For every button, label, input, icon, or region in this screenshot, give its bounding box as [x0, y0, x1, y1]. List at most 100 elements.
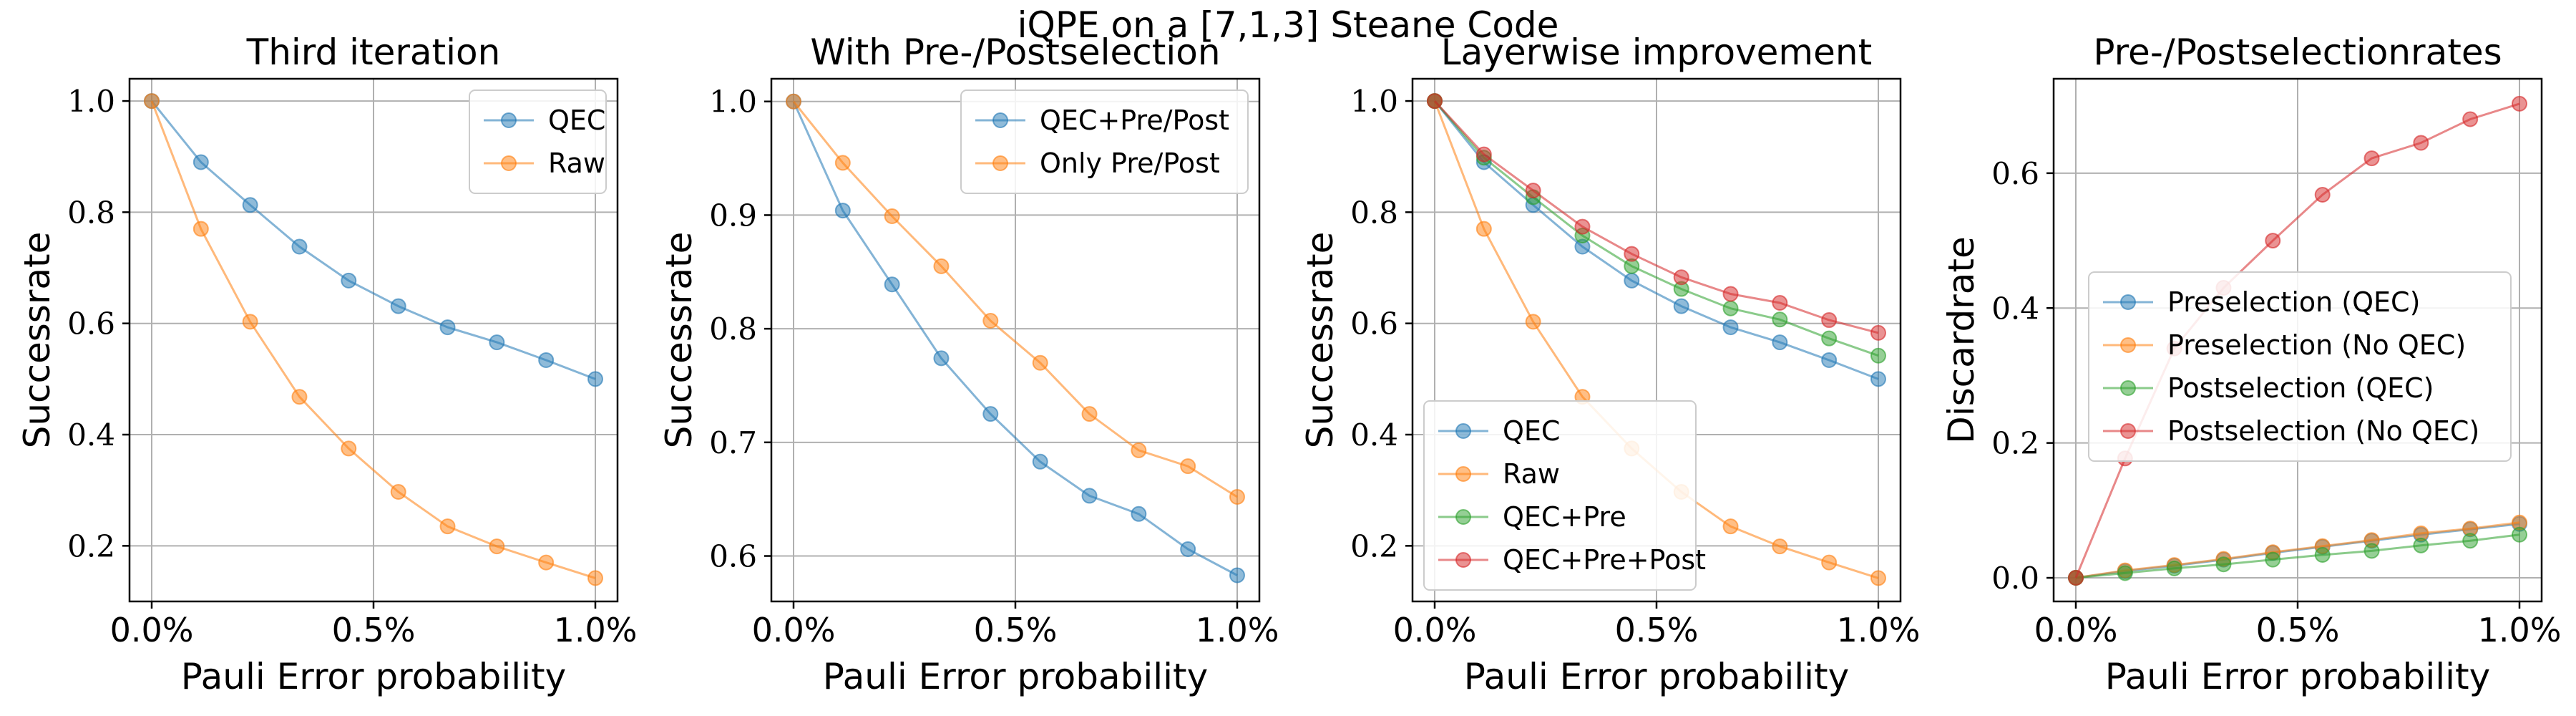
- data-point: [1131, 442, 1147, 458]
- legend-label: QEC+Pre: [1503, 501, 1626, 533]
- x-axis-label: Pauli Error probability: [1464, 656, 1849, 697]
- y-tick-label: 1.0: [67, 84, 115, 119]
- legend-label: Raw: [1503, 458, 1560, 490]
- legend-label: Postselection (QEC): [2167, 372, 2434, 404]
- legend-marker: [992, 112, 1008, 128]
- legend-marker: [1455, 552, 1471, 568]
- data-point: [2265, 551, 2281, 568]
- legend: QEC+Pre/Post Only Pre/Post: [960, 90, 1249, 194]
- data-point: [933, 258, 950, 274]
- legend-marker: [2120, 294, 2136, 310]
- legend-label: QEC: [1503, 415, 1560, 447]
- data-point: [1870, 371, 1886, 387]
- data-point: [2413, 135, 2429, 151]
- data-point: [2215, 556, 2232, 573]
- data-point: [2265, 233, 2281, 249]
- data-point: [2314, 187, 2331, 203]
- data-point: [1772, 538, 1788, 555]
- y-tick-label: 0.0: [1991, 561, 2039, 596]
- series-line: [1433, 100, 1879, 380]
- series-line: [2075, 521, 2520, 579]
- data-point: [834, 203, 851, 219]
- data-point: [144, 93, 160, 110]
- data-point: [2117, 565, 2133, 581]
- y-tick-label: 0.4: [1991, 291, 2039, 326]
- data-point: [2068, 570, 2084, 586]
- data-point: [291, 389, 308, 405]
- data-point: [834, 155, 851, 171]
- data-point: [1870, 324, 1886, 341]
- data-point: [1229, 567, 1245, 584]
- y-tick-label: 0.6: [709, 539, 757, 574]
- y-tick-label: 0.4: [67, 417, 115, 453]
- y-tick-label: 0.8: [709, 311, 757, 347]
- data-point: [1032, 354, 1048, 371]
- data-point: [2462, 111, 2479, 127]
- data-point: [1032, 453, 1048, 470]
- x-tick-label: 0.0%: [110, 611, 194, 649]
- data-point: [2314, 547, 2331, 563]
- data-point: [1081, 406, 1098, 422]
- data-point: [1870, 570, 1886, 586]
- data-point: [1081, 488, 1098, 504]
- data-point: [1574, 218, 1591, 235]
- x-axis-label: Pauli Error probability: [823, 656, 1208, 697]
- x-tick-label: 1.0%: [2478, 611, 2562, 649]
- legend-marker: [501, 155, 517, 171]
- data-point: [1870, 347, 1886, 364]
- legend-label: QEC: [548, 105, 605, 136]
- y-tick-label: 0.4: [1350, 417, 1398, 453]
- data-point: [192, 221, 209, 237]
- chart-title: Third iteration: [246, 32, 501, 73]
- data-point: [982, 406, 999, 422]
- data-point: [1624, 272, 1640, 289]
- legend: Preselection (QEC) Preselection (No QEC) P…: [2088, 271, 2512, 462]
- data-point: [884, 276, 900, 293]
- data-point: [439, 319, 456, 336]
- series-line: [150, 100, 596, 579]
- series-line: [1433, 100, 1879, 334]
- data-point: [1624, 246, 1640, 262]
- data-point: [2413, 537, 2429, 553]
- chart-panel-1: 0.0% 0.5% 1.0% 0.2 0.4 0.6 0.8 1.0 Third iterati…: [16, 32, 637, 697]
- data-point: [1821, 352, 1838, 368]
- data-point: [1772, 334, 1788, 351]
- chart-title: Layerwise improvement: [1441, 32, 1872, 73]
- data-point: [587, 371, 603, 387]
- legend-label: Raw: [548, 147, 605, 179]
- legend-marker: [1455, 509, 1471, 525]
- chart-panel-2: 0.0% 0.5% 1.0% 0.6 0.7 0.8 0.9 1.0 With Pre-/Pos…: [658, 32, 1279, 697]
- legend: QEC Raw: [469, 90, 607, 194]
- data-point: [1673, 269, 1689, 286]
- legend-marker: [1455, 423, 1471, 439]
- data-point: [1821, 330, 1838, 347]
- data-point: [1821, 554, 1838, 571]
- y-tick-label: 1.0: [709, 84, 757, 120]
- y-tick-label: 0.9: [709, 198, 757, 233]
- legend-label: Only Pre/Post: [1040, 147, 1220, 179]
- legend-box: [2088, 271, 2512, 462]
- y-tick-label: 0.6: [1991, 156, 2039, 191]
- x-tick-label: 0.0%: [752, 611, 836, 649]
- x-tick-label: 0.5%: [1615, 611, 1699, 649]
- data-point: [587, 570, 603, 586]
- data-point: [1475, 146, 1492, 163]
- data-point: [1131, 505, 1147, 522]
- y-axis-label: Successrate: [658, 232, 700, 449]
- x-tick-label: 0.0%: [1393, 611, 1477, 649]
- y-tick-label: 0.7: [709, 425, 757, 460]
- data-point: [1427, 93, 1443, 110]
- y-tick-label: 0.8: [67, 195, 115, 230]
- legend-marker: [501, 112, 517, 128]
- legend-marker: [1455, 466, 1471, 482]
- chart-panel-4: 0.0% 0.5% 1.0% 0.0 0.2 0.4 0.6 Pre-/Postselecti…: [1941, 32, 2561, 697]
- data-point: [2363, 150, 2380, 167]
- legend-label: QEC+Pre/Post: [1040, 105, 1229, 136]
- data-point: [341, 272, 357, 289]
- y-axis-label: Successrate: [1299, 232, 1341, 449]
- data-point: [884, 208, 900, 225]
- panels: 0.0% 0.5% 1.0% 0.2 0.4 0.6 0.8 1.0 Third iterati…: [16, 32, 2561, 697]
- data-point: [982, 313, 999, 329]
- y-axis-label: Successrate: [16, 232, 58, 449]
